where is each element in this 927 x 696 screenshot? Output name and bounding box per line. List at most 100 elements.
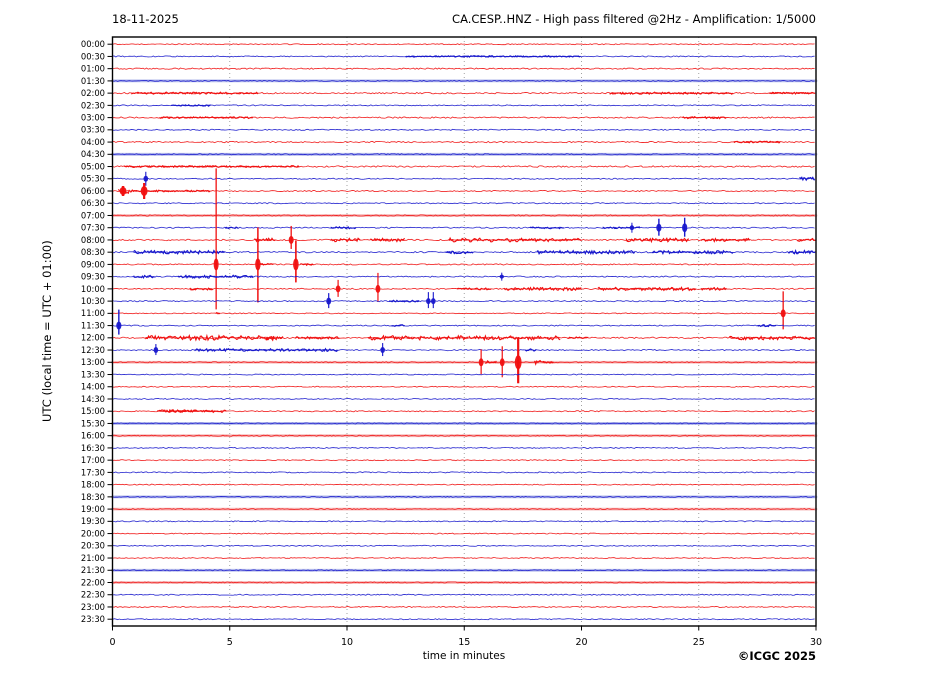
- trace-burst: [529, 226, 565, 230]
- trace-burst: [468, 334, 561, 342]
- trace-burst: [534, 359, 554, 366]
- y-tick-label: 22:00: [81, 577, 105, 587]
- y-tick-label: 00:30: [81, 51, 105, 61]
- trace-burst: [524, 348, 537, 352]
- trace-row-00:30: [112, 55, 815, 58]
- trace-line: [112, 263, 815, 266]
- trace-line: [112, 55, 815, 58]
- trace-burst: [733, 140, 781, 144]
- trace-row-14:00: [112, 385, 815, 388]
- trace-line: [112, 287, 815, 290]
- y-tick-label: 00:00: [81, 39, 105, 49]
- trace-burst: [391, 324, 405, 328]
- trace-line: [112, 202, 815, 205]
- y-tick-label: 13:00: [81, 357, 105, 367]
- event-spike-body: [213, 258, 219, 271]
- y-tick-label: 20:00: [81, 528, 105, 538]
- event-spike-body: [380, 347, 385, 354]
- y-tick-label: 07:00: [81, 210, 105, 220]
- y-tick-label: 10:30: [81, 296, 105, 306]
- trace-row-05:00: [112, 164, 815, 169]
- trace-row-03:30: [112, 128, 815, 131]
- trace-line: [112, 104, 815, 107]
- trace-burst: [389, 299, 420, 303]
- y-tick-label: 11:30: [81, 320, 105, 330]
- y-tick-label: 18:30: [81, 492, 105, 502]
- trace-row-20:30: [112, 544, 815, 547]
- y-tick-label: 18:00: [81, 480, 105, 490]
- trace-row-08:30: [112, 248, 816, 256]
- trace-row-18:00: [112, 483, 815, 486]
- trace-row-00:00: [112, 43, 815, 46]
- trace-line: [112, 361, 815, 364]
- trace-row-22:30: [112, 593, 815, 596]
- trace-line: [112, 446, 815, 449]
- trace-row-12:00: [112, 333, 816, 342]
- event-spike-body: [499, 358, 505, 367]
- event-spike-body: [375, 284, 381, 293]
- trace-burst: [522, 237, 582, 243]
- trace-burst: [224, 226, 239, 230]
- trace-burst: [330, 237, 361, 243]
- trace-burst: [609, 91, 734, 96]
- trace-row-12:30: [112, 343, 815, 357]
- trace-burst: [567, 336, 589, 339]
- trace-row-10:30: [112, 292, 815, 309]
- trace-row-01:00: [112, 67, 815, 70]
- trace-burst: [799, 176, 816, 182]
- x-tick-label: 30: [810, 637, 822, 648]
- trace-row-04:30: [111, 152, 818, 156]
- y-tick-label: 10:00: [81, 284, 105, 294]
- trace-row-15:30: [111, 422, 818, 425]
- x-tick-label: 10: [341, 637, 353, 648]
- trace-line: [112, 226, 815, 229]
- event-spike-body: [116, 321, 122, 330]
- trace-burst: [260, 262, 274, 266]
- x-tick-label: 5: [227, 637, 233, 648]
- y-tick-label: 23:00: [81, 602, 105, 612]
- trace-burst: [597, 286, 697, 292]
- x-tick-label: 25: [693, 637, 705, 648]
- event-spike-body: [140, 186, 148, 197]
- trace-burst: [405, 55, 581, 58]
- trace-line: [112, 569, 815, 572]
- event-spike-body: [326, 297, 332, 305]
- trace-burst: [796, 237, 816, 242]
- trace-line: [112, 398, 815, 400]
- trace-burst: [445, 250, 474, 255]
- trace-burst: [131, 91, 259, 95]
- trace-row-09:00: [112, 168, 815, 310]
- event-spike-body: [780, 309, 786, 318]
- trace-burst: [728, 335, 816, 341]
- trace-row-21:30: [111, 568, 818, 572]
- y-tick-label: 09:30: [81, 272, 105, 282]
- trace-line: [112, 385, 815, 388]
- event-spike-body: [478, 358, 484, 367]
- trace-row-13:00: [111, 337, 818, 384]
- trace-row-07:30: [112, 217, 815, 237]
- trace-line: [112, 410, 815, 413]
- trace-row-03:00: [112, 115, 815, 120]
- trace-burst: [168, 408, 197, 414]
- trace-row-23:30: [112, 618, 815, 621]
- trace-row-19:00: [111, 507, 818, 511]
- trace-burst: [448, 236, 524, 243]
- y-tick-label: 03:00: [81, 113, 105, 123]
- trace-burst: [757, 323, 777, 328]
- y-tick-label: 04:00: [81, 137, 105, 147]
- y-tick-label: 08:00: [81, 235, 105, 245]
- trace-burst: [161, 189, 211, 193]
- trace-row-19:30: [112, 520, 815, 523]
- trace-burst: [700, 237, 750, 243]
- trace-line: [112, 593, 815, 596]
- trace-burst: [133, 249, 225, 255]
- trace-row-02:30: [112, 104, 815, 107]
- trace-row-20:00: [112, 532, 815, 535]
- station-title: CA.CESP..HNZ - High pass filtered @2Hz -…: [452, 12, 816, 26]
- trace-line: [112, 79, 815, 82]
- y-tick-label: 02:00: [81, 88, 105, 98]
- y-tick-label: 01:00: [81, 64, 105, 74]
- trace-line: [112, 67, 815, 70]
